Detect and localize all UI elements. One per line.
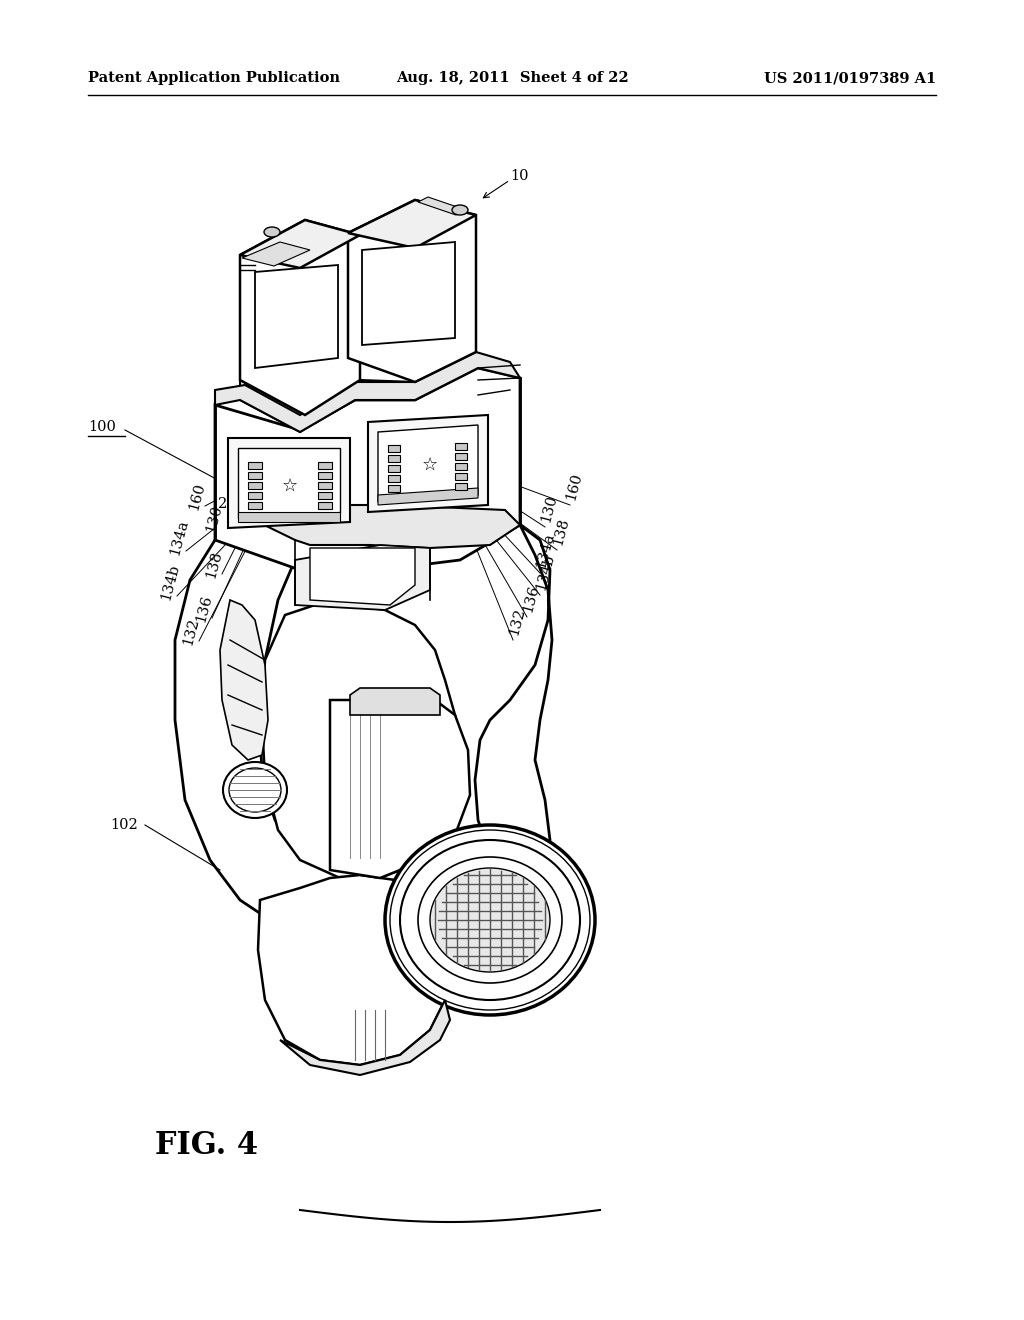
Polygon shape <box>318 502 332 510</box>
Text: 134a: 134a <box>534 531 556 570</box>
Polygon shape <box>368 414 488 512</box>
Ellipse shape <box>418 857 562 983</box>
Polygon shape <box>248 462 262 469</box>
Polygon shape <box>240 220 360 414</box>
Polygon shape <box>378 425 478 502</box>
Polygon shape <box>240 352 476 432</box>
Text: 138: 138 <box>550 516 571 546</box>
Polygon shape <box>388 445 400 451</box>
Polygon shape <box>175 540 360 931</box>
Text: Aug. 18, 2011  Sheet 4 of 22: Aug. 18, 2011 Sheet 4 of 22 <box>395 71 629 84</box>
Text: 10: 10 <box>510 169 528 183</box>
Polygon shape <box>362 242 455 345</box>
Text: 160: 160 <box>563 471 584 502</box>
Text: 130: 130 <box>203 503 224 533</box>
Text: 160: 160 <box>186 482 207 512</box>
Polygon shape <box>215 352 520 432</box>
Polygon shape <box>215 368 520 570</box>
Polygon shape <box>348 201 476 381</box>
Polygon shape <box>240 220 360 268</box>
Polygon shape <box>280 1001 450 1074</box>
Ellipse shape <box>264 227 280 238</box>
Text: 130: 130 <box>539 494 559 524</box>
Polygon shape <box>455 483 467 490</box>
Text: 132: 132 <box>180 616 201 647</box>
Text: Patent Application Publication: Patent Application Publication <box>88 71 340 84</box>
Ellipse shape <box>452 205 468 215</box>
Polygon shape <box>255 265 338 368</box>
Text: 136: 136 <box>194 593 214 624</box>
Polygon shape <box>318 482 332 488</box>
Ellipse shape <box>229 768 281 812</box>
Polygon shape <box>318 473 332 479</box>
Ellipse shape <box>430 869 550 972</box>
Text: US 2011/0197389 A1: US 2011/0197389 A1 <box>764 71 936 84</box>
Polygon shape <box>220 601 268 760</box>
Text: 134a: 134a <box>167 517 190 557</box>
Polygon shape <box>418 197 466 215</box>
Polygon shape <box>455 473 467 480</box>
Polygon shape <box>250 506 520 548</box>
Polygon shape <box>262 605 465 878</box>
Ellipse shape <box>400 840 580 1001</box>
Polygon shape <box>295 545 430 610</box>
Text: ☆: ☆ <box>282 477 298 495</box>
Ellipse shape <box>385 825 595 1015</box>
Polygon shape <box>258 875 445 1065</box>
Text: 20: 20 <box>218 498 237 511</box>
Polygon shape <box>388 475 400 482</box>
Text: 102: 102 <box>110 818 138 832</box>
Polygon shape <box>248 482 262 488</box>
Polygon shape <box>248 473 262 479</box>
Text: 136: 136 <box>520 583 541 614</box>
Text: 134b: 134b <box>159 562 181 602</box>
Ellipse shape <box>223 762 287 818</box>
Polygon shape <box>388 484 400 492</box>
Text: 10: 10 <box>298 242 316 255</box>
Polygon shape <box>242 242 310 267</box>
Text: 132: 132 <box>506 606 527 636</box>
Polygon shape <box>248 502 262 510</box>
Polygon shape <box>248 492 262 499</box>
Polygon shape <box>238 447 340 517</box>
Text: 138: 138 <box>203 549 224 579</box>
Polygon shape <box>330 700 470 878</box>
Text: 100: 100 <box>88 420 116 434</box>
Polygon shape <box>238 512 340 521</box>
Polygon shape <box>455 463 467 470</box>
Polygon shape <box>318 462 332 469</box>
Polygon shape <box>228 438 350 528</box>
Polygon shape <box>388 455 400 462</box>
Text: 134b: 134b <box>534 553 556 591</box>
Polygon shape <box>475 525 552 882</box>
Polygon shape <box>388 465 400 473</box>
Polygon shape <box>455 444 467 450</box>
Text: ☆: ☆ <box>422 455 438 474</box>
Polygon shape <box>455 453 467 459</box>
Polygon shape <box>378 488 478 506</box>
Polygon shape <box>350 688 440 715</box>
Polygon shape <box>318 492 332 499</box>
Polygon shape <box>348 201 476 248</box>
Text: FIG. 4: FIG. 4 <box>155 1130 258 1162</box>
Polygon shape <box>310 548 415 605</box>
